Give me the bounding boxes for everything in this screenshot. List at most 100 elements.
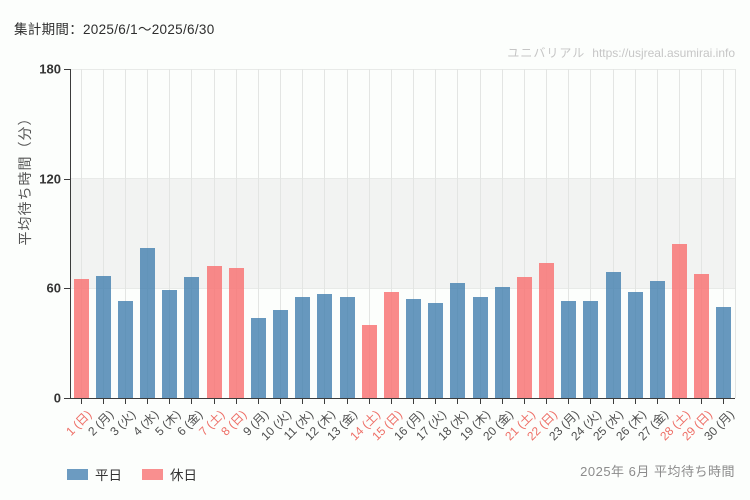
bar-day-4[interactable] [140,248,156,398]
bar-day-10[interactable] [273,310,289,398]
v-gridline-day-17 [435,69,437,398]
x-tick-day-22 [546,399,548,404]
x-tick-day-24 [590,399,592,404]
v-gridline-day-21 [523,69,525,398]
x-tick-day-15 [390,399,392,404]
bar-day-3[interactable] [117,301,133,398]
plot-right-border [734,69,736,398]
v-gridline-day-11 [302,69,304,398]
bar-day-18[interactable] [450,282,466,398]
x-tick-day-21 [523,399,525,404]
x-tick-day-29 [701,399,703,404]
bar-day-14[interactable] [361,324,377,398]
x-tick-day-8 [235,399,237,404]
y-tick-label-180: 180 [39,61,61,77]
v-gridline-day-6 [191,69,193,398]
x-tick-day-26 [634,399,636,404]
bar-day-9[interactable] [250,317,266,398]
v-gridline-day-10 [280,69,282,398]
v-gridline-day-16 [413,69,415,398]
x-tick-day-5 [169,399,171,404]
h-gridline-60 [70,287,735,289]
v-gridline-day-5 [169,69,171,398]
watermark-url: https://usjreal.asumirai.info [592,46,735,60]
x-tick-day-13 [346,399,348,404]
h-gridline-180 [70,68,735,70]
bar-day-16[interactable] [406,299,422,398]
bar-day-24[interactable] [583,301,599,398]
h-gridline-120 [70,178,735,180]
chart-legend: 平日 休日 [67,464,197,484]
y-tick-120 [64,178,71,180]
bar-day-15[interactable] [383,291,399,398]
x-tick-day-27 [656,399,658,404]
v-gridline-day-29 [701,69,703,398]
bar-day-26[interactable] [627,291,643,398]
y-tick-label-120: 120 [39,171,61,187]
x-axis-line [64,398,735,399]
v-gridline-day-9 [257,69,259,398]
v-gridline-day-26 [634,69,636,398]
v-gridline-day-19 [479,69,481,398]
legend-item-holiday[interactable]: 休日 [142,464,197,484]
bar-day-7[interactable] [206,266,222,398]
legend-label-weekday: 平日 [95,468,122,483]
x-tick-day-28 [679,399,681,404]
bar-day-6[interactable] [184,277,200,398]
aggregation-period-label: 集計期間：2025/6/1～2025/6/30 [14,22,215,37]
x-tick-day-12 [324,399,326,404]
bar-day-20[interactable] [494,286,510,398]
bar-day-19[interactable] [472,297,488,398]
y-tick-180 [64,69,71,70]
y-tick-60 [64,288,71,290]
v-gridline-day-3 [124,69,126,398]
v-gridline-day-14 [368,69,370,398]
v-gridline-day-23 [568,69,570,398]
v-gridline-day-2 [102,69,104,398]
bar-day-11[interactable] [295,297,311,398]
bar-day-27[interactable] [649,281,665,398]
bar-day-23[interactable] [561,301,577,398]
v-gridline-day-28 [679,69,681,398]
y-tick-0 [64,398,71,399]
v-gridline-day-1 [80,69,82,398]
x-tick-day-16 [413,399,415,404]
x-tick-day-20 [501,399,503,404]
x-tick-day-14 [368,399,370,404]
bar-day-5[interactable] [162,290,178,398]
v-gridline-day-7 [213,69,215,398]
bar-day-12[interactable] [317,293,333,398]
bar-day-17[interactable] [428,302,444,398]
v-gridline-day-30 [723,69,725,398]
v-gridline-day-12 [324,69,326,398]
bar-day-2[interactable] [95,275,111,398]
legend-label-holiday: 休日 [170,468,197,483]
x-tick-day-30 [723,399,725,404]
chart-title-caption: 2025年 6月 平均待ち時間 [580,464,735,479]
bar-day-30[interactable] [716,306,732,398]
bar-day-1[interactable] [73,279,89,398]
x-tick-day-10 [280,399,282,404]
bar-day-22[interactable] [539,262,555,398]
bar-day-13[interactable] [339,297,355,398]
watermark-brand: ユニバリアル [507,46,586,60]
bar-day-29[interactable] [694,273,710,398]
x-tick-day-2 [102,399,104,404]
x-tick-day-1 [80,399,82,404]
bar-day-28[interactable] [672,244,688,398]
watermark: ユニバリアル https://usjreal.asumirai.info [507,44,735,61]
x-tick-day-23 [568,399,570,404]
v-gridline-day-22 [546,69,548,398]
bar-day-21[interactable] [516,277,532,398]
x-tick-day-11 [302,399,304,404]
v-gridline-day-13 [346,69,348,398]
shaded-band-60-120 [70,178,735,289]
bar-day-8[interactable] [228,268,244,398]
x-tick-day-6 [191,399,193,404]
x-tick-day-19 [479,399,481,404]
bar-day-25[interactable] [605,271,621,398]
legend-item-weekday[interactable]: 平日 [67,464,122,484]
x-tick-day-3 [124,399,126,404]
y-axis-line [70,69,71,399]
